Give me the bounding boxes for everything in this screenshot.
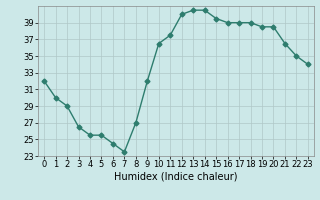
X-axis label: Humidex (Indice chaleur): Humidex (Indice chaleur) [114,172,238,182]
